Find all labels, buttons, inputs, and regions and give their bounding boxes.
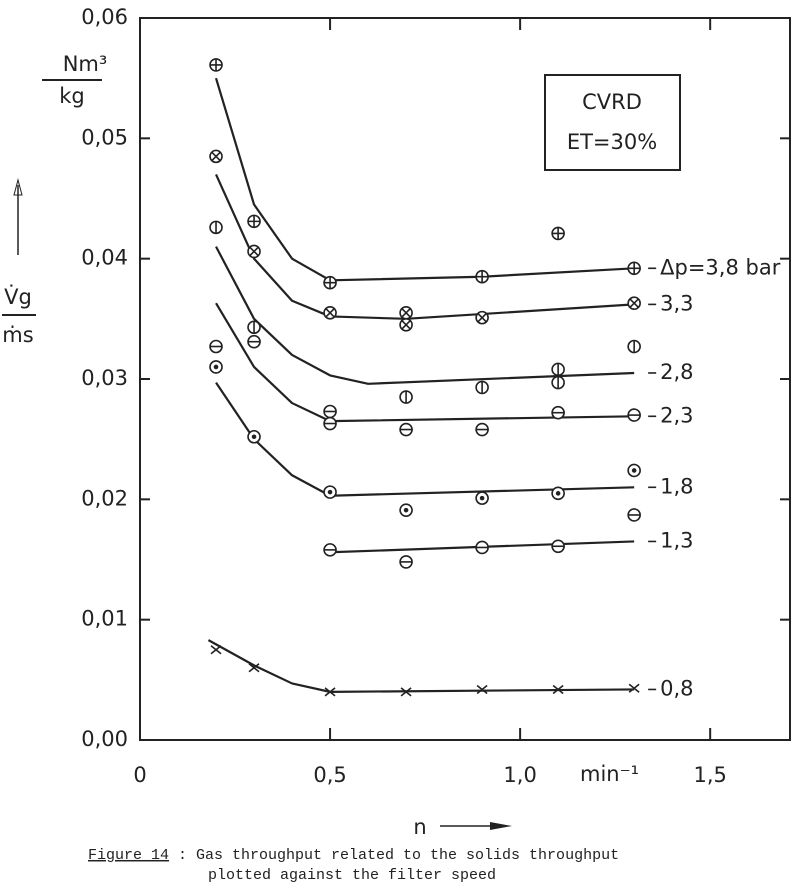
series-label: 2,8 <box>660 360 693 384</box>
data-point <box>552 684 564 695</box>
data-point <box>399 306 413 320</box>
data-point <box>247 429 261 444</box>
box-text: ET=30% <box>567 130 657 154</box>
y-tick-label: 0,05 <box>81 125 128 149</box>
data-point <box>475 540 489 555</box>
data-point <box>551 486 565 501</box>
box-text: CVRD <box>582 90 642 114</box>
data-point <box>209 360 223 374</box>
x-tick-label: 1,5 <box>693 763 726 787</box>
y-tick-label: 0,00 <box>81 727 128 751</box>
data-point <box>247 320 261 335</box>
y-tick-label: 0,02 <box>81 486 128 510</box>
series-label: 1,3 <box>660 528 693 552</box>
fit-curve <box>207 639 635 693</box>
data-point <box>209 220 223 235</box>
data-point <box>209 58 223 72</box>
annotation-box <box>544 74 681 171</box>
data-point <box>399 390 413 404</box>
fit-curve <box>215 381 635 497</box>
series-label: 1,8 <box>660 474 693 498</box>
x-tick-label: 0,5 <box>313 763 346 787</box>
series-label: 3,3 <box>660 291 693 315</box>
data-point <box>476 684 488 695</box>
data-point <box>399 422 413 437</box>
caption: plotted against the filter speed <box>208 867 496 884</box>
data-point <box>210 645 222 655</box>
fit-curve <box>214 77 635 282</box>
y-label: ṁs <box>2 323 33 347</box>
y-unit: Nm³ <box>63 52 108 76</box>
data-point <box>475 310 489 325</box>
data-point <box>551 539 565 554</box>
fit-curve <box>215 302 635 423</box>
y-tick-label: 0,01 <box>81 607 128 631</box>
y-tick-label: 0,04 <box>81 246 128 270</box>
data-point <box>323 275 337 290</box>
data-point <box>475 491 489 505</box>
axis-arrow <box>13 178 23 196</box>
data-point <box>627 261 641 276</box>
data-point <box>627 339 641 354</box>
y-unit: kg <box>59 84 85 108</box>
data-point <box>627 463 641 478</box>
data-point <box>399 503 413 517</box>
data-point <box>247 244 261 259</box>
data-point <box>400 687 412 697</box>
series-label: 2,3 <box>660 403 693 427</box>
data-point <box>627 408 641 422</box>
axis-arrow <box>490 822 512 830</box>
fit-curve <box>215 173 635 320</box>
data-point <box>551 405 565 420</box>
data-point <box>247 334 261 349</box>
data-point <box>475 380 489 395</box>
data-point <box>551 375 565 390</box>
data-point <box>323 543 337 557</box>
data-point <box>323 416 337 431</box>
data-point <box>399 318 413 332</box>
x-unit: min⁻¹ <box>580 762 639 786</box>
x-tick-label: 0 <box>133 763 146 787</box>
series-label: 0,8 <box>660 676 693 700</box>
data-point <box>551 226 565 241</box>
x-tick-label: 1,0 <box>503 763 536 787</box>
data-point <box>551 362 565 377</box>
data-point <box>323 485 337 499</box>
data-point <box>209 149 223 164</box>
data-point <box>475 422 489 437</box>
data-point <box>627 296 641 310</box>
y-tick-label: 0,06 <box>81 5 128 29</box>
series-label: Δp=3,8 bar <box>660 255 781 279</box>
y-label: V̇g <box>4 284 32 309</box>
data-point <box>627 508 641 522</box>
fit-curve <box>215 246 635 385</box>
data-point <box>475 269 489 284</box>
x-label: n <box>413 815 426 839</box>
data-point <box>324 687 336 697</box>
data-point <box>399 555 413 569</box>
data-point <box>323 404 337 419</box>
caption: : Gas throughput related to the solids t… <box>178 847 619 864</box>
data-point <box>628 683 640 693</box>
data-point <box>247 214 261 229</box>
data-point <box>248 663 260 673</box>
y-tick-label: 0,03 <box>81 366 128 390</box>
data-point <box>209 339 223 354</box>
caption-ref: Figure 14 <box>88 847 169 864</box>
data-point <box>323 306 337 320</box>
